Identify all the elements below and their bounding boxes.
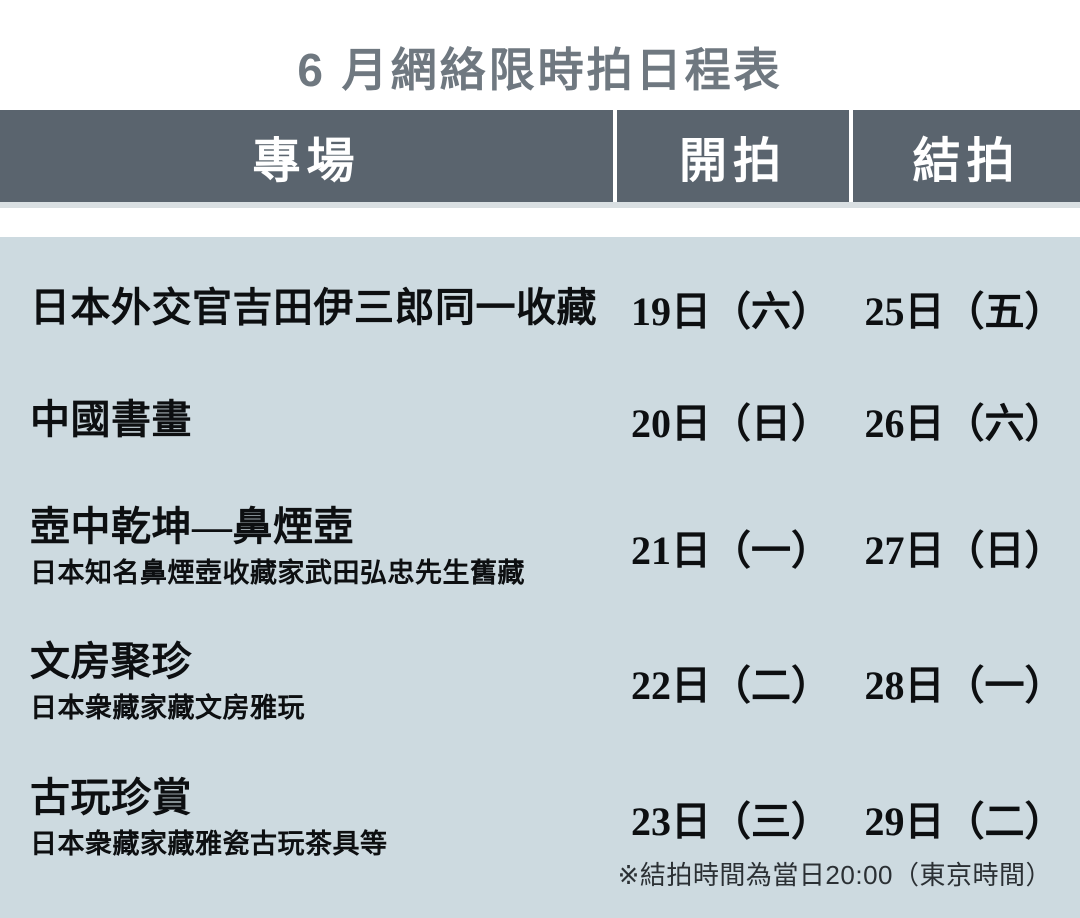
table-row: 文房聚珍 日本衆藏家藏文房雅玩 22日（二） 28日（一） bbox=[0, 627, 1080, 737]
end-date: 26日（六） bbox=[864, 401, 1065, 446]
session-name: 日本外交官吉田伊三郎同一收藏 bbox=[30, 284, 597, 330]
session-note: 日本衆藏家藏文房雅玩 bbox=[30, 692, 305, 723]
start-date: 22日（二） bbox=[631, 663, 831, 708]
session-name: 中國書畫 bbox=[30, 396, 192, 442]
column-header-session: 專場 bbox=[252, 135, 361, 188]
end-date: 27日（日） bbox=[864, 528, 1065, 573]
end-date: 25日（五） bbox=[864, 289, 1065, 334]
session-cell: 日本外交官吉田伊三郎同一收藏 bbox=[0, 273, 613, 343]
column-header-start: 開拍 bbox=[613, 110, 849, 202]
table-row: 壺中乾坤—鼻煙壺 日本知名鼻煙壺收藏家武田弘忠先生舊藏 21日（一） 27日（日… bbox=[0, 492, 1080, 602]
session-name: 古玩珍賞 bbox=[30, 775, 192, 821]
session-cell: 古玩珍賞 日本衆藏家藏雅瓷古玩茶具等 bbox=[0, 763, 613, 873]
end-date: 28日（一） bbox=[864, 663, 1065, 708]
closing-time-footnote: ※結拍時間為當日20:00（東京時間） bbox=[617, 860, 1052, 890]
session-name: 壺中乾坤—鼻煙壺 bbox=[30, 504, 354, 550]
session-cell: 中國書畫 bbox=[0, 385, 613, 455]
schedule-table-body: 日本外交官吉田伊三郎同一收藏 19日（六） 25日（五） 中國書畫 20日（日）… bbox=[0, 237, 1080, 918]
table-row: 日本外交官吉田伊三郎同一收藏 19日（六） 25日（五） bbox=[0, 273, 1080, 343]
start-date: 23日（三） bbox=[631, 799, 831, 844]
table-header-row: 專場 開拍 結拍 bbox=[0, 110, 1080, 208]
start-date: 20日（日） bbox=[631, 401, 831, 446]
session-name: 文房聚珍 bbox=[30, 639, 192, 685]
end-date: 29日（二） bbox=[864, 799, 1065, 844]
session-cell: 文房聚珍 日本衆藏家藏文房雅玩 bbox=[0, 627, 613, 737]
session-note: 日本衆藏家藏雅瓷古玩茶具等 bbox=[30, 828, 388, 859]
table-row: 古玩珍賞 日本衆藏家藏雅瓷古玩茶具等 23日（三） 29日（二） bbox=[0, 763, 1080, 873]
session-cell: 壺中乾坤—鼻煙壺 日本知名鼻煙壺收藏家武田弘忠先生舊藏 bbox=[0, 492, 613, 602]
column-header-end: 結拍 bbox=[849, 110, 1080, 202]
page-title: 6 月網絡限時拍日程表 bbox=[297, 44, 783, 96]
session-note: 日本知名鼻煙壺收藏家武田弘忠先生舊藏 bbox=[30, 557, 525, 588]
start-date: 21日（一） bbox=[631, 528, 831, 573]
table-row: 中國書畫 20日（日） 26日（六） bbox=[0, 385, 1080, 455]
start-date: 19日（六） bbox=[631, 289, 831, 334]
